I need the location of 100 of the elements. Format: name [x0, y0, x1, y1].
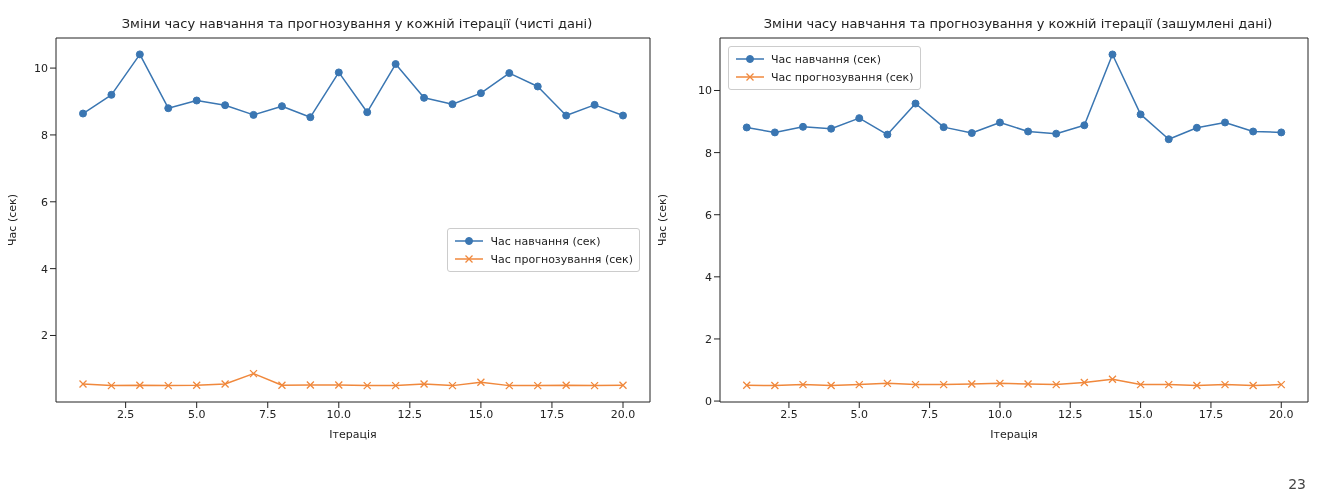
- point: [883, 379, 892, 388]
- point: [1277, 128, 1286, 137]
- y-tick-label: 2: [705, 332, 712, 346]
- point: [590, 381, 599, 390]
- x-tick-label: 7.5: [920, 407, 939, 421]
- point: [995, 118, 1004, 127]
- point: [1221, 118, 1230, 127]
- point: [448, 100, 457, 109]
- point: [1249, 127, 1258, 136]
- point: [799, 122, 807, 131]
- x-tick-label: 5.0: [187, 407, 206, 421]
- point: [770, 381, 780, 390]
- y-tick-label: 4: [705, 270, 712, 284]
- point: [135, 381, 144, 390]
- x-tick-label: 2.5: [780, 407, 798, 421]
- point: [798, 380, 808, 389]
- x-tick-label: 12.5: [397, 407, 423, 421]
- point: [1108, 50, 1117, 59]
- point: [1024, 127, 1033, 136]
- point: [826, 381, 836, 390]
- x-tick-label: 20.0: [610, 407, 636, 421]
- x-axis-title: Ітерація: [329, 428, 377, 441]
- point: [618, 381, 628, 390]
- x-tick-label: 5.0: [850, 407, 869, 421]
- point: [562, 111, 571, 120]
- x-tick-label: 15.0: [1128, 407, 1153, 421]
- chart-title: Зміни часу навчання та прогнозування у кожній ітерації (чисті дані): [120, 16, 594, 31]
- point: [277, 102, 286, 111]
- point: [855, 114, 864, 123]
- point: [306, 380, 315, 390]
- y-axis-title: Час (сек): [5, 194, 19, 246]
- point: [135, 50, 144, 59]
- point: [363, 381, 372, 390]
- point: [220, 379, 230, 389]
- point: [1023, 379, 1033, 389]
- legend-label: Час навчання (сек): [490, 234, 601, 248]
- y-tick-label: 10: [34, 61, 48, 75]
- x-tick-label: 7.5: [258, 407, 277, 421]
- point: [79, 109, 87, 118]
- point: [505, 381, 514, 390]
- point: [742, 123, 751, 132]
- point: [505, 69, 514, 78]
- point: [967, 379, 976, 389]
- point: [1136, 380, 1145, 389]
- point: [107, 381, 116, 390]
- point: [911, 380, 920, 389]
- legend-label: Час навчання (сек): [771, 52, 882, 66]
- x-tick-label: 2.5: [116, 407, 135, 421]
- point: [221, 101, 230, 110]
- point: [249, 110, 258, 119]
- y-tick-label: 8: [705, 146, 712, 160]
- point: [1108, 375, 1117, 384]
- text: 23: [1288, 476, 1306, 492]
- x-tick-label: 10.0: [326, 407, 352, 421]
- point: [164, 381, 173, 390]
- point: [1164, 380, 1173, 389]
- point: [827, 124, 836, 133]
- point: [419, 379, 429, 389]
- point: [883, 130, 892, 139]
- point: [967, 129, 976, 138]
- y-tick-label: 0: [705, 394, 712, 408]
- point: [1192, 123, 1201, 132]
- point: [995, 379, 1005, 388]
- point: [164, 104, 173, 113]
- x-tick-label: 17.5: [539, 407, 565, 421]
- x-tick-label: 15.0: [468, 407, 494, 421]
- point: [448, 381, 457, 390]
- point: [1052, 129, 1061, 138]
- point: [334, 68, 343, 77]
- point: [939, 380, 948, 389]
- y-tick-label: 10: [698, 84, 712, 98]
- y-tick-label: 4: [41, 262, 48, 276]
- point: [619, 111, 627, 120]
- point: [1136, 110, 1145, 119]
- point: [391, 381, 400, 390]
- x-tick-label: 20.0: [1269, 407, 1294, 421]
- point: [770, 128, 779, 137]
- point: [1080, 378, 1089, 387]
- point: [391, 60, 400, 69]
- point: [1080, 121, 1089, 130]
- x-tick-label: 10.0: [987, 407, 1013, 421]
- legend-label: Час прогнозування (сек): [771, 70, 914, 84]
- point: [533, 82, 542, 91]
- point: [1248, 381, 1258, 390]
- point: [476, 89, 485, 98]
- point: [911, 99, 920, 108]
- point: [334, 380, 343, 390]
- point: [249, 369, 258, 378]
- y-tick-label: 6: [41, 195, 48, 209]
- point: [1220, 380, 1230, 389]
- y-axis-title: Час (сек): [655, 194, 669, 246]
- point: [590, 100, 599, 109]
- point: [78, 379, 88, 389]
- x-tick-label: 17.5: [1198, 407, 1224, 421]
- point: [742, 381, 751, 390]
- point: [1052, 380, 1061, 389]
- point: [363, 108, 372, 117]
- chart-title: Зміни часу навчання та прогнозування у кожній ітерації (зашумлені дані): [762, 16, 1274, 31]
- legend-label: Час прогнозування (сек): [490, 252, 633, 266]
- point: [277, 381, 287, 390]
